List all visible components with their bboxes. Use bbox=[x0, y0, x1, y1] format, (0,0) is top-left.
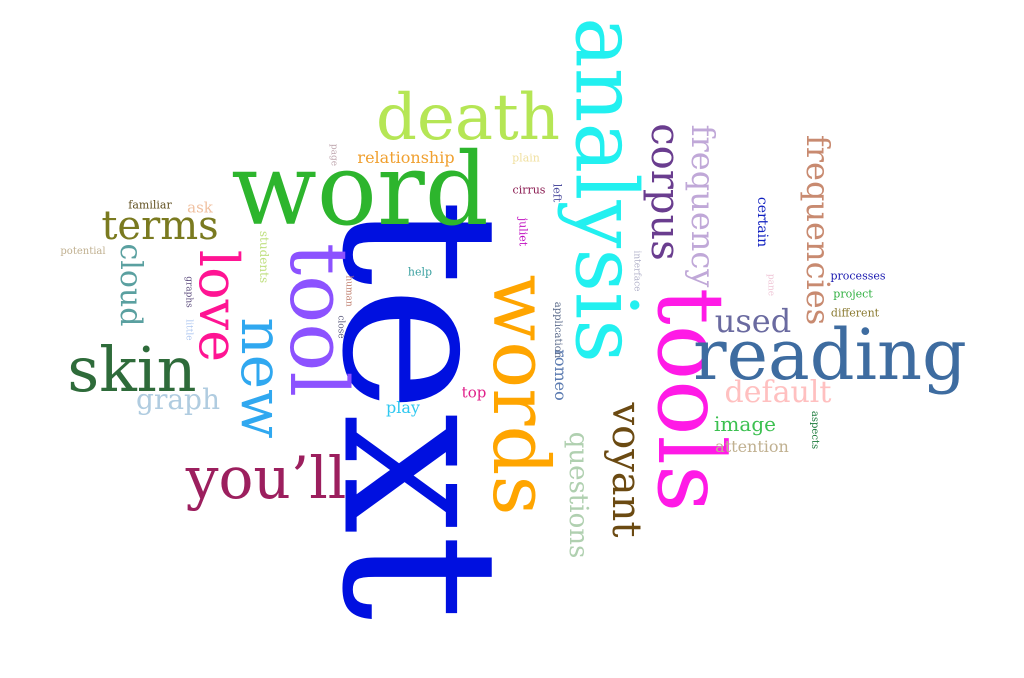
word-terms: terms bbox=[101, 203, 219, 249]
word-corpus: corpus bbox=[642, 123, 688, 261]
word-certain: certain bbox=[754, 196, 770, 248]
word-graph: graph bbox=[136, 383, 220, 416]
word-interface: interface bbox=[631, 250, 642, 292]
word-used: used bbox=[714, 302, 792, 340]
word-familiar: familiar bbox=[128, 198, 172, 212]
word-graphs: graphs bbox=[183, 276, 194, 308]
word-love: love bbox=[187, 249, 250, 363]
word-plain: plain bbox=[512, 151, 540, 165]
word-analysis: analysis bbox=[555, 17, 655, 363]
word-frequency: frequency bbox=[684, 124, 722, 288]
word-cloud-term: cloud bbox=[113, 243, 148, 327]
word-skin: skin bbox=[67, 333, 197, 406]
word-potential: potential bbox=[60, 246, 106, 257]
word-pane: pane bbox=[765, 273, 776, 297]
word-questions: questions bbox=[563, 431, 593, 559]
word-cirrus: cirrus bbox=[512, 183, 546, 197]
word-project: project bbox=[833, 287, 873, 301]
word-top: top bbox=[461, 383, 487, 402]
word-word: word bbox=[231, 131, 489, 248]
word-ask: ask bbox=[187, 198, 213, 217]
word-help: help bbox=[407, 265, 433, 279]
word-students: students bbox=[257, 230, 271, 284]
word-words: words bbox=[475, 274, 565, 516]
word-juliet: juliet bbox=[516, 217, 530, 247]
word-youll: you’ll bbox=[185, 444, 347, 512]
word-death: death bbox=[376, 81, 560, 155]
word-default: default bbox=[724, 375, 832, 410]
word-human: human bbox=[343, 275, 354, 307]
word-frequencies: frequencies bbox=[799, 134, 837, 326]
word-voyant: voyant bbox=[603, 402, 649, 538]
word-attention: attention bbox=[715, 437, 789, 456]
word-relationship: relationship bbox=[357, 148, 455, 167]
word-little: little bbox=[183, 319, 194, 341]
word-page: page bbox=[328, 143, 339, 167]
word-application: application bbox=[552, 301, 563, 359]
word-play: play bbox=[386, 398, 420, 417]
word-reading: reading bbox=[693, 314, 967, 396]
word-aspects: aspects bbox=[809, 410, 820, 450]
word-processes: processes bbox=[830, 269, 886, 283]
word-different: different bbox=[830, 306, 880, 320]
word-close: close bbox=[335, 315, 346, 339]
word-image: image bbox=[714, 412, 776, 436]
word-left: left bbox=[550, 183, 564, 203]
